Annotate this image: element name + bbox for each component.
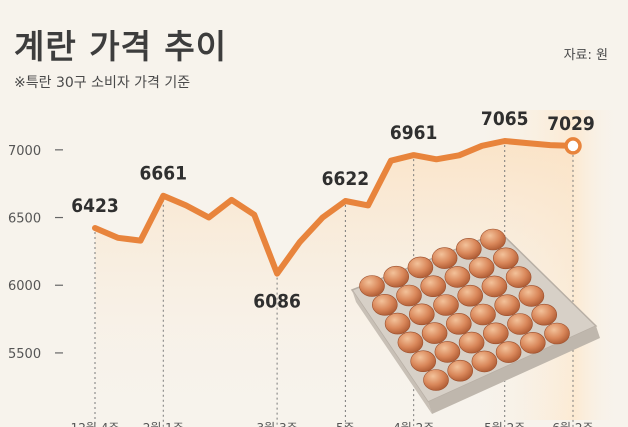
y-tick-label: 5500 (8, 347, 41, 362)
egg (480, 228, 506, 251)
data-label: 7065 (481, 108, 529, 130)
data-label: 6622 (322, 168, 370, 190)
egg (396, 284, 422, 307)
egg (431, 247, 458, 269)
egg (505, 266, 532, 288)
egg (468, 256, 495, 279)
egg (531, 303, 558, 326)
egg (371, 293, 398, 316)
x-tick-label: 4월 2주 (393, 421, 434, 427)
end-point-marker (564, 137, 582, 155)
y-tick-label: 7000 (8, 144, 41, 159)
egg (447, 359, 474, 382)
y-tick-label: 6000 (8, 279, 41, 294)
egg (482, 322, 509, 345)
egg (359, 275, 385, 297)
egg (433, 294, 459, 316)
y-tick-label: 6500 (8, 212, 41, 227)
data-label: 7029 (547, 113, 595, 135)
egg (507, 313, 533, 335)
egg (421, 322, 448, 344)
egg (457, 284, 484, 307)
egg (383, 265, 410, 288)
x-tick-label: 3월 3주 (257, 421, 298, 427)
x-tick-label: 5월 2주 (484, 421, 525, 427)
egg (481, 275, 508, 298)
egg (455, 238, 482, 260)
egg (445, 312, 472, 335)
x-tick-label: 5주 (336, 421, 355, 427)
egg (407, 256, 434, 279)
egg (544, 322, 570, 345)
egg (423, 369, 449, 391)
price-line (92, 138, 576, 277)
chart-subtitle: ※특란 30구 소비자 가격 기준 (14, 75, 191, 91)
egg (434, 341, 461, 363)
egg (492, 247, 519, 270)
x-tick-label: 2월 1주 (143, 421, 184, 427)
unit-label: 자료: 원 (563, 48, 608, 63)
egg (458, 331, 485, 354)
egg (408, 303, 435, 326)
egg (397, 331, 424, 354)
egg (471, 350, 498, 373)
data-label: 6423 (71, 195, 119, 217)
egg-tray-image (350, 228, 600, 414)
data-label: 6086 (253, 291, 301, 313)
chart-title: 계란 가격 추이 (14, 27, 228, 66)
egg (420, 275, 447, 298)
data-label: 6661 (139, 163, 187, 185)
data-label: 6961 (390, 122, 438, 144)
x-tick-label: 12월 4주 (71, 421, 120, 427)
egg (470, 303, 496, 326)
egg (384, 312, 411, 335)
egg (495, 341, 522, 363)
egg (410, 350, 437, 373)
egg (519, 331, 546, 354)
egg (494, 294, 521, 317)
egg (444, 266, 471, 288)
egg (518, 285, 545, 307)
x-tick-label: 6월 2주 (552, 421, 593, 427)
